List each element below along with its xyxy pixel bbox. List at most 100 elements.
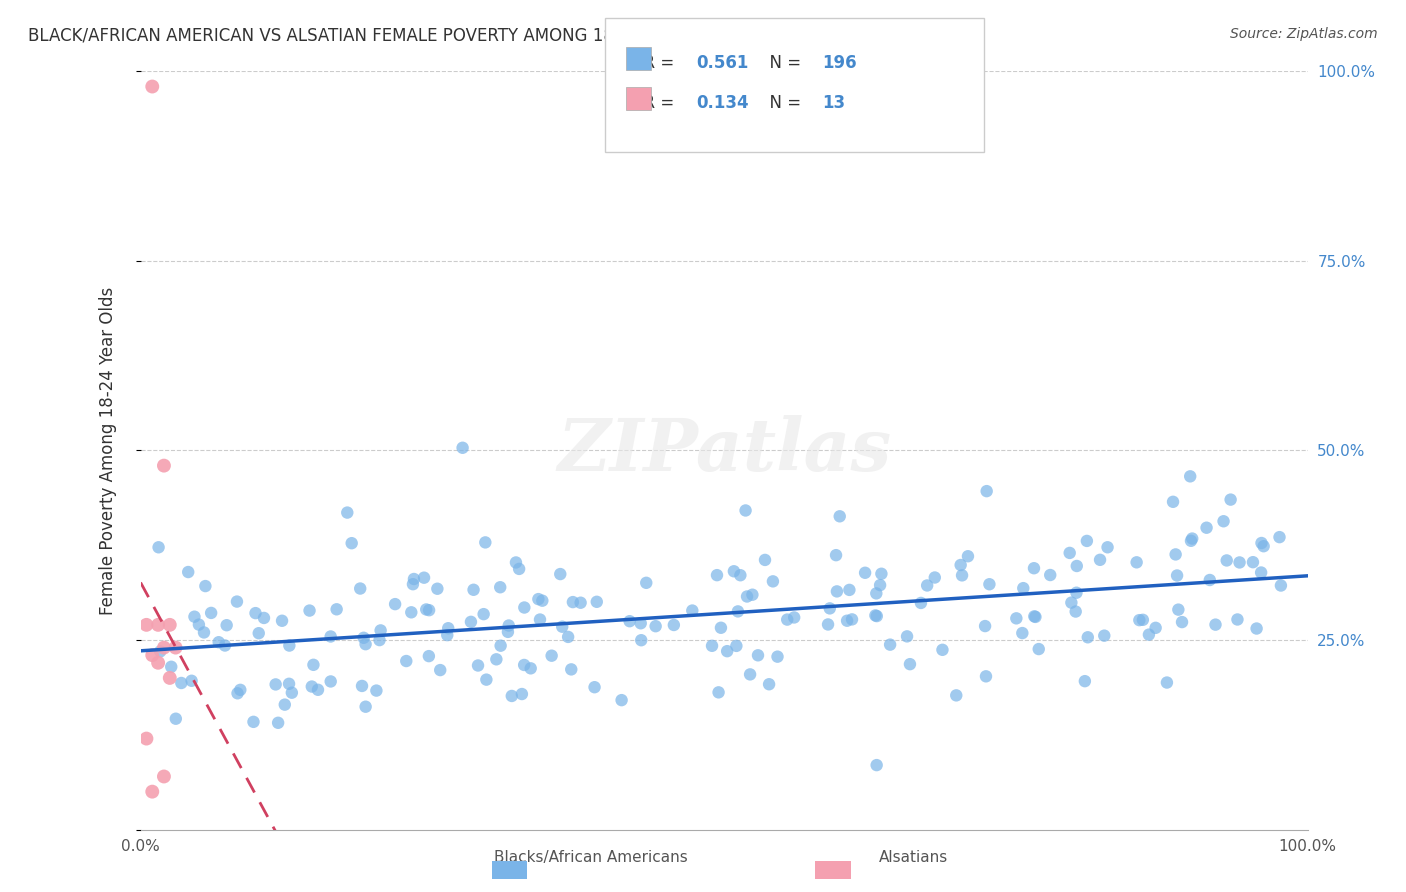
Point: [956, 549, 979, 564]
Point: [253, 611, 276, 625]
Point: [898, 657, 921, 672]
Point: [1198, 573, 1220, 587]
Point: [1270, 578, 1292, 592]
Point: [278, 677, 301, 691]
Point: [1215, 553, 1237, 567]
Point: [354, 637, 377, 651]
Point: [242, 714, 264, 729]
Point: [1024, 609, 1046, 624]
Point: [865, 608, 887, 623]
Point: [1074, 674, 1097, 689]
Point: [700, 639, 723, 653]
Point: [401, 605, 423, 619]
Point: [319, 630, 342, 644]
Point: [707, 685, 730, 699]
Point: [825, 548, 848, 562]
Point: [662, 618, 685, 632]
Point: [1246, 622, 1268, 636]
Point: [1226, 612, 1249, 626]
Point: [776, 613, 799, 627]
Text: N =: N =: [759, 94, 807, 112]
Point: [148, 541, 170, 555]
Point: [583, 680, 606, 694]
Point: [725, 639, 748, 653]
Point: [426, 582, 449, 596]
Point: [636, 575, 658, 590]
Point: [302, 657, 325, 672]
Point: [1241, 555, 1264, 569]
Point: [735, 590, 758, 604]
Point: [160, 660, 183, 674]
Point: [853, 566, 876, 580]
Point: [271, 614, 294, 628]
Point: [193, 625, 215, 640]
Text: Source: ZipAtlas.com: Source: ZipAtlas.com: [1230, 27, 1378, 41]
Point: [159, 671, 181, 685]
Point: [1212, 514, 1234, 528]
Point: [529, 613, 551, 627]
Point: [278, 639, 301, 653]
Point: [472, 607, 495, 621]
Point: [267, 715, 290, 730]
Point: [766, 649, 789, 664]
Point: [630, 616, 652, 631]
Point: [747, 648, 769, 663]
Point: [395, 654, 418, 668]
Point: [141, 79, 163, 94]
Point: [1180, 533, 1202, 548]
Point: [1028, 642, 1050, 657]
Point: [1022, 561, 1045, 575]
Point: [247, 626, 270, 640]
Point: [366, 683, 388, 698]
Point: [585, 595, 607, 609]
Point: [1219, 492, 1241, 507]
Point: [551, 620, 574, 634]
Point: [866, 609, 889, 624]
Point: [496, 624, 519, 639]
Point: [429, 663, 451, 677]
Point: [1250, 566, 1272, 580]
Point: [146, 617, 169, 632]
Point: [229, 682, 252, 697]
Point: [610, 693, 633, 707]
Point: [1088, 553, 1111, 567]
Point: [817, 617, 839, 632]
Point: [1011, 626, 1033, 640]
Point: [1092, 629, 1115, 643]
Point: [870, 566, 893, 581]
Point: [135, 731, 157, 746]
Point: [226, 686, 249, 700]
Point: [200, 606, 222, 620]
Text: N =: N =: [759, 54, 807, 71]
Point: [866, 758, 889, 772]
Point: [1229, 556, 1251, 570]
Point: [950, 568, 973, 582]
Point: [340, 536, 363, 550]
Point: [681, 603, 703, 617]
Point: [974, 619, 997, 633]
Point: [741, 588, 763, 602]
Point: [325, 602, 347, 616]
Point: [865, 586, 887, 600]
Point: [754, 553, 776, 567]
Point: [384, 597, 406, 611]
Point: [879, 638, 901, 652]
Point: [1250, 536, 1272, 550]
Point: [475, 673, 498, 687]
Point: [141, 648, 163, 662]
Text: 0.561: 0.561: [696, 54, 748, 71]
Point: [730, 568, 752, 582]
Point: [1066, 559, 1088, 574]
Point: [758, 677, 780, 691]
Point: [402, 577, 425, 591]
Point: [498, 618, 520, 632]
Point: [557, 630, 579, 644]
Point: [825, 584, 848, 599]
Point: [910, 596, 932, 610]
Point: [153, 640, 176, 655]
Point: [415, 602, 437, 616]
Point: [489, 580, 512, 594]
Point: [949, 558, 972, 572]
Point: [264, 677, 287, 691]
Point: [436, 628, 458, 642]
